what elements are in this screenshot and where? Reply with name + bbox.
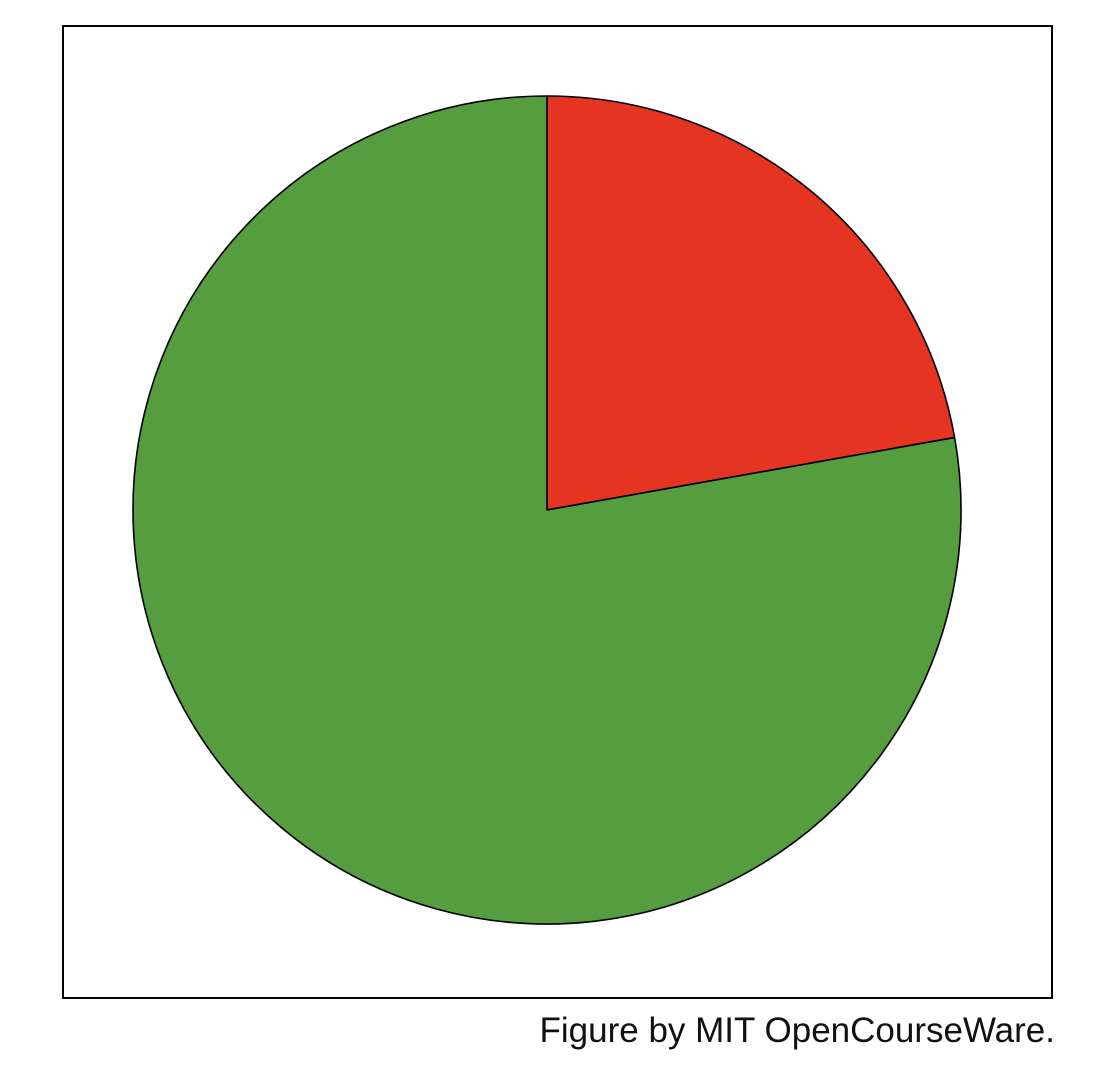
pie-slice-1 — [546, 95, 956, 511]
pie-slices — [132, 95, 962, 925]
pie-slice-2 — [132, 95, 962, 925]
figure-caption: Figure by MIT OpenCourseWare. — [539, 1011, 1055, 1050]
